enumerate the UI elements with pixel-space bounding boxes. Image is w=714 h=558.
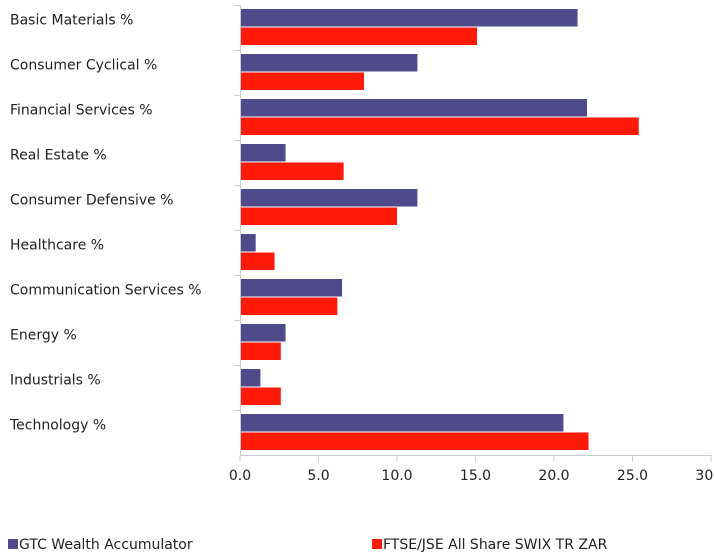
category-label: Real Estate %: [10, 148, 107, 164]
bar-gtc: [240, 99, 587, 117]
x-tick-label: 30.0: [695, 468, 714, 484]
bar-ftse: [240, 297, 338, 315]
category-label: Basic Materials %: [10, 13, 133, 29]
bar-gtc: [240, 189, 418, 207]
x-tick-label: 15.0: [460, 468, 491, 484]
category-labels: Basic Materials % Consumer Cyclical % Fina…: [9, 13, 202, 434]
category-label: Industrials %: [10, 373, 101, 389]
x-tick-label: 0.0: [229, 468, 251, 484]
legend-label: FTSE/JSE All Share SWIX TR ZAR: [383, 537, 608, 553]
bar-ftse: [240, 387, 281, 405]
bar-gtc: [240, 279, 343, 297]
legend-swatch: [8, 539, 18, 549]
bar-gtc: [240, 144, 286, 162]
bar-ftse: [240, 27, 478, 45]
category-label: Energy %: [10, 328, 77, 344]
bar-ftse: [240, 432, 589, 450]
bar-gtc: [240, 234, 256, 252]
category-label: Healthcare %: [10, 238, 104, 254]
category-label: Financial Services %: [10, 103, 153, 119]
legend-label: GTC Wealth Accumulator: [19, 537, 193, 553]
category-label: Consumer Cyclical %: [10, 58, 157, 74]
bar-gtc: [240, 9, 578, 27]
bar-gtc: [240, 369, 261, 387]
bar-ftse: [240, 342, 281, 360]
bar-ftse: [240, 72, 365, 90]
bar-ftse: [240, 252, 275, 270]
bar-gtc: [240, 54, 418, 72]
legend: GTC Wealth Accumulator FTSE/JSE All Share…: [8, 537, 608, 553]
x-tick-label: 10.0: [381, 468, 412, 484]
bar-ftse: [240, 207, 397, 225]
category-label: Technology %: [9, 418, 106, 434]
x-axis: 0.0 5.0 10.0 15.0 20.0 25.0 30.0: [229, 5, 714, 484]
x-tick-label: 25.0: [617, 468, 648, 484]
category-label: Consumer Defensive %: [10, 193, 173, 209]
x-tick-label: 20.0: [538, 468, 569, 484]
bar-gtc: [240, 324, 286, 342]
bar-ftse: [240, 117, 639, 135]
bars-group: [240, 9, 639, 450]
category-label: Communication Services %: [10, 283, 202, 299]
bar-ftse: [240, 162, 344, 180]
legend-swatch: [372, 539, 382, 549]
x-tick-label: 5.0: [307, 468, 329, 484]
bar-gtc: [240, 414, 564, 432]
